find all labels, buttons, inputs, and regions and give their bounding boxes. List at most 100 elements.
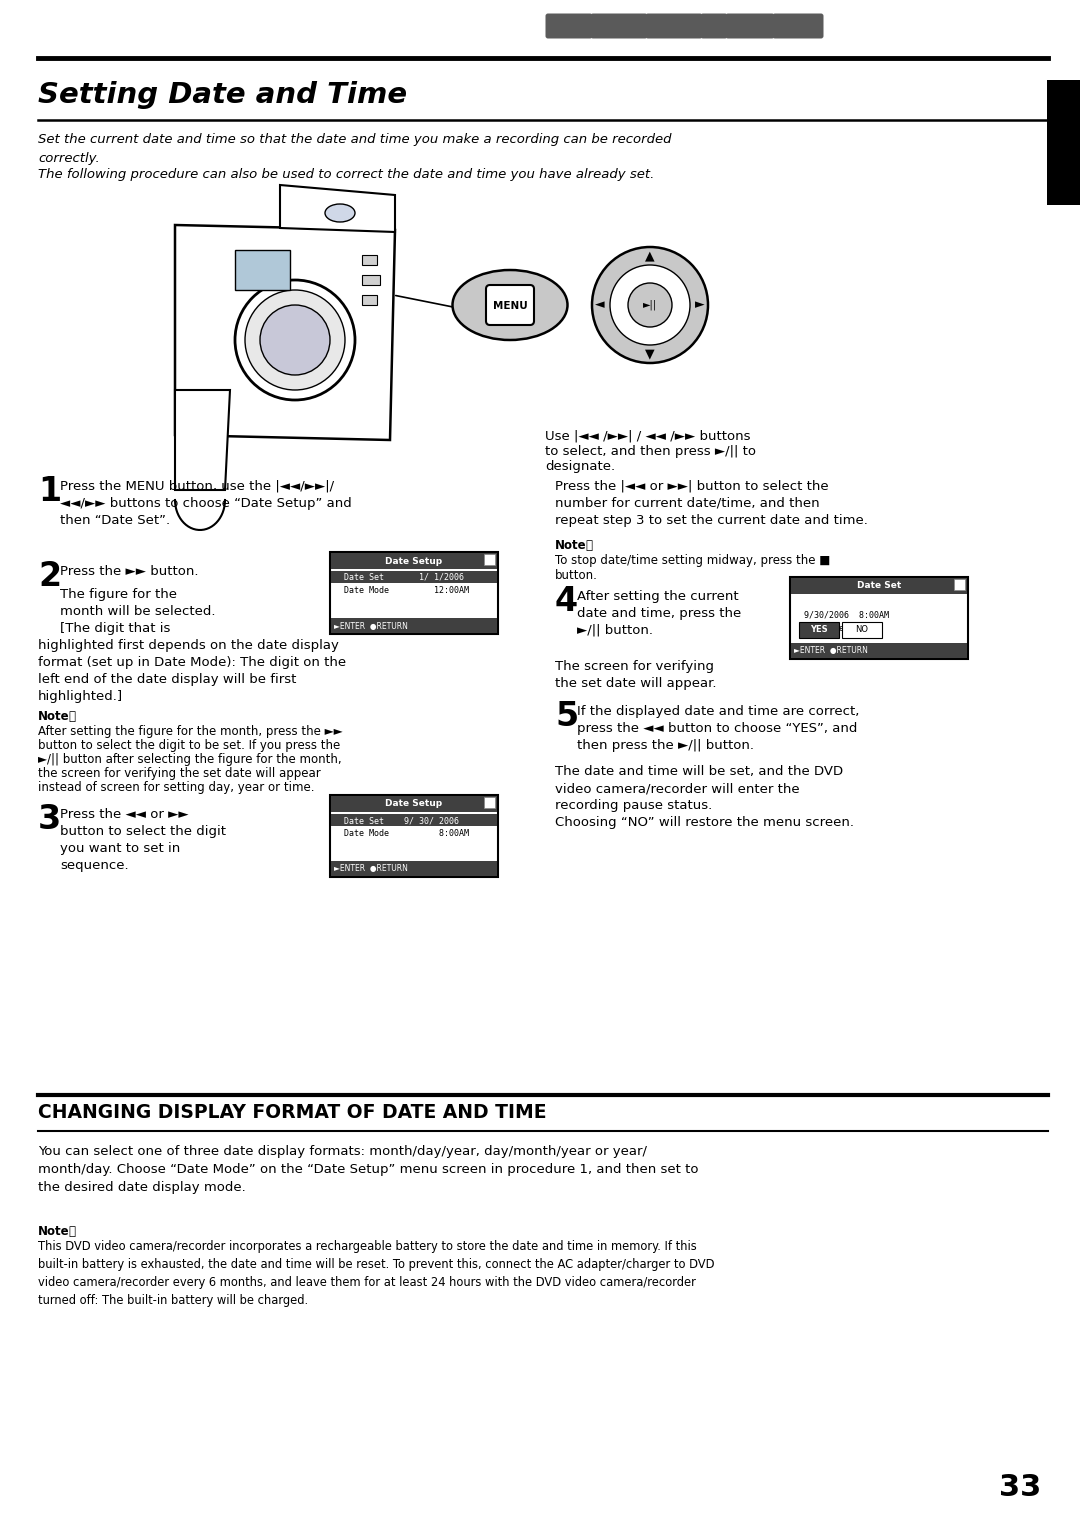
Text: ►/|| button.: ►/|| button. bbox=[577, 624, 653, 638]
Text: Date Setup: Date Setup bbox=[386, 557, 443, 566]
Text: Choosing “NO” will restore the menu screen.: Choosing “NO” will restore the menu scre… bbox=[555, 816, 854, 829]
Text: Note: Note bbox=[38, 709, 69, 723]
Text: button to select the digit: button to select the digit bbox=[60, 826, 226, 838]
Text: After setting the figure for the month, press the ►►: After setting the figure for the month, … bbox=[38, 725, 347, 739]
Text: English: English bbox=[1058, 119, 1068, 165]
FancyBboxPatch shape bbox=[726, 14, 774, 38]
Text: Setting Date and Time: Setting Date and Time bbox=[38, 81, 407, 109]
Bar bbox=[330, 795, 498, 878]
Text: date and time, press the: date and time, press the bbox=[577, 607, 741, 619]
Text: ◄: ◄ bbox=[595, 298, 605, 312]
Text: Use |◄◄ /►►| / ◄◄ /►► buttons
to select, and then press ►/|| to
designate.: Use |◄◄ /►►| / ◄◄ /►► buttons to select,… bbox=[545, 430, 756, 472]
Bar bbox=[330, 813, 497, 826]
Text: then “Date Set”.: then “Date Set”. bbox=[60, 514, 171, 528]
Text: month will be selected.: month will be selected. bbox=[60, 605, 216, 618]
Text: MENU: MENU bbox=[492, 301, 527, 310]
Text: instead of screen for setting day, year or time.: instead of screen for setting day, year … bbox=[38, 781, 314, 794]
Text: 2: 2 bbox=[38, 560, 62, 593]
Text: If the displayed date and time are correct,: If the displayed date and time are corre… bbox=[577, 705, 860, 719]
Circle shape bbox=[245, 291, 345, 390]
Text: Set the current date and time so that the date and time you make a recording can: Set the current date and time so that th… bbox=[38, 133, 672, 145]
FancyBboxPatch shape bbox=[799, 622, 839, 638]
Text: 33: 33 bbox=[999, 1474, 1041, 1503]
Text: ►: ► bbox=[696, 298, 705, 312]
Text: ▼: ▼ bbox=[645, 347, 654, 361]
Bar bbox=[1047, 80, 1080, 205]
Text: After setting the current: After setting the current bbox=[577, 590, 739, 602]
Text: ►ENTER  ●RETURN: ►ENTER ●RETURN bbox=[794, 647, 868, 656]
Text: RAM: RAM bbox=[556, 21, 581, 32]
Text: recording pause status.: recording pause status. bbox=[555, 800, 712, 812]
Bar bbox=[330, 553, 497, 569]
FancyBboxPatch shape bbox=[646, 14, 702, 38]
FancyBboxPatch shape bbox=[545, 14, 593, 38]
Bar bbox=[791, 644, 967, 657]
Text: Date Mode         12:00AM: Date Mode 12:00AM bbox=[334, 586, 469, 595]
Text: ►ENTER  ●RETURN: ►ENTER ●RETURN bbox=[334, 864, 408, 873]
Text: sequence.: sequence. bbox=[60, 859, 129, 872]
Text: 4: 4 bbox=[555, 586, 578, 618]
Circle shape bbox=[610, 265, 690, 346]
Text: ►||: ►|| bbox=[643, 300, 657, 310]
Bar bbox=[484, 553, 495, 566]
Text: The date and time will be set, and the DVD: The date and time will be set, and the D… bbox=[555, 764, 843, 778]
Polygon shape bbox=[280, 185, 395, 232]
Text: The following procedure can also be used to correct the date and time you have a: The following procedure can also be used… bbox=[38, 168, 654, 180]
Text: repeat step 3 to set the current date and time.: repeat step 3 to set the current date an… bbox=[555, 514, 868, 528]
Bar bbox=[330, 797, 497, 812]
FancyBboxPatch shape bbox=[772, 14, 824, 38]
Text: +RW: +RW bbox=[737, 21, 764, 32]
Text: CARD: CARD bbox=[783, 21, 813, 32]
Text: ：: ： bbox=[585, 540, 592, 552]
Text: ►/|| button after selecting the figure for the month,: ►/|| button after selecting the figure f… bbox=[38, 752, 341, 766]
Text: press the ◄◄ button to choose “YES”, and: press the ◄◄ button to choose “YES”, and bbox=[577, 722, 858, 735]
Text: format (set up in Date Mode): The digit on the: format (set up in Date Mode): The digit … bbox=[38, 656, 346, 670]
Text: ◄◄/►► buttons to choose “Date Setup” and: ◄◄/►► buttons to choose “Date Setup” and bbox=[60, 497, 352, 511]
Circle shape bbox=[627, 283, 672, 327]
Bar bbox=[330, 618, 497, 633]
Text: ：: ： bbox=[68, 1225, 75, 1238]
Ellipse shape bbox=[453, 271, 567, 339]
Text: The screen for verifying: The screen for verifying bbox=[555, 661, 714, 673]
FancyBboxPatch shape bbox=[842, 622, 882, 638]
Text: 5: 5 bbox=[555, 700, 578, 732]
Text: you want to set in: you want to set in bbox=[60, 842, 180, 855]
Polygon shape bbox=[175, 390, 230, 489]
Text: Date Set       1/ 1/2006: Date Set 1/ 1/2006 bbox=[334, 573, 464, 583]
FancyBboxPatch shape bbox=[591, 14, 648, 38]
Text: number for current date/time, and then: number for current date/time, and then bbox=[555, 497, 820, 511]
Text: R: R bbox=[711, 21, 718, 32]
Text: highlighted first depends on the date display: highlighted first depends on the date di… bbox=[38, 639, 339, 651]
Bar bbox=[362, 275, 380, 284]
Bar bbox=[330, 570, 497, 583]
Bar bbox=[330, 861, 497, 876]
Text: RW VF: RW VF bbox=[657, 21, 692, 32]
Text: CHANGING DISPLAY FORMAT OF DATE AND TIME: CHANGING DISPLAY FORMAT OF DATE AND TIME bbox=[38, 1102, 546, 1122]
Polygon shape bbox=[175, 225, 395, 440]
Text: Date Mode          8:00AM: Date Mode 8:00AM bbox=[334, 829, 469, 838]
Text: Press the ►► button.: Press the ►► button. bbox=[60, 566, 199, 578]
Bar bbox=[954, 579, 966, 590]
Text: To stop date/time setting midway, press the ■: To stop date/time setting midway, press … bbox=[555, 553, 831, 567]
Text: The figure for the: The figure for the bbox=[60, 589, 177, 601]
Text: 1: 1 bbox=[38, 476, 62, 508]
Text: You can select one of three date display formats: month/day/year, day/month/year: You can select one of three date display… bbox=[38, 1145, 699, 1194]
Circle shape bbox=[235, 280, 355, 401]
Text: Date Set    9/ 30/ 2006: Date Set 9/ 30/ 2006 bbox=[334, 816, 459, 826]
Text: highlighted.]: highlighted.] bbox=[38, 690, 123, 703]
Text: then press the ►/|| button.: then press the ►/|| button. bbox=[577, 739, 754, 752]
Text: NO: NO bbox=[855, 625, 868, 635]
Text: This DVD video camera/recorder incorporates a rechargeable battery to store the : This DVD video camera/recorder incorpora… bbox=[38, 1240, 715, 1307]
Text: [The digit that is: [The digit that is bbox=[60, 622, 171, 635]
Bar bbox=[791, 578, 967, 593]
FancyBboxPatch shape bbox=[486, 284, 534, 326]
FancyBboxPatch shape bbox=[701, 14, 728, 38]
Text: Press the |◄◄ or ►►| button to select the: Press the |◄◄ or ►►| button to select th… bbox=[555, 480, 828, 492]
Text: 3: 3 bbox=[38, 803, 62, 836]
Text: Date Set: Date Set bbox=[856, 581, 901, 590]
Circle shape bbox=[260, 304, 330, 375]
Text: Press the ◄◄ or ►►: Press the ◄◄ or ►► bbox=[60, 807, 189, 821]
Text: ⚠Date set up?: ⚠Date set up? bbox=[794, 624, 869, 633]
Ellipse shape bbox=[325, 203, 355, 222]
Circle shape bbox=[592, 248, 708, 362]
